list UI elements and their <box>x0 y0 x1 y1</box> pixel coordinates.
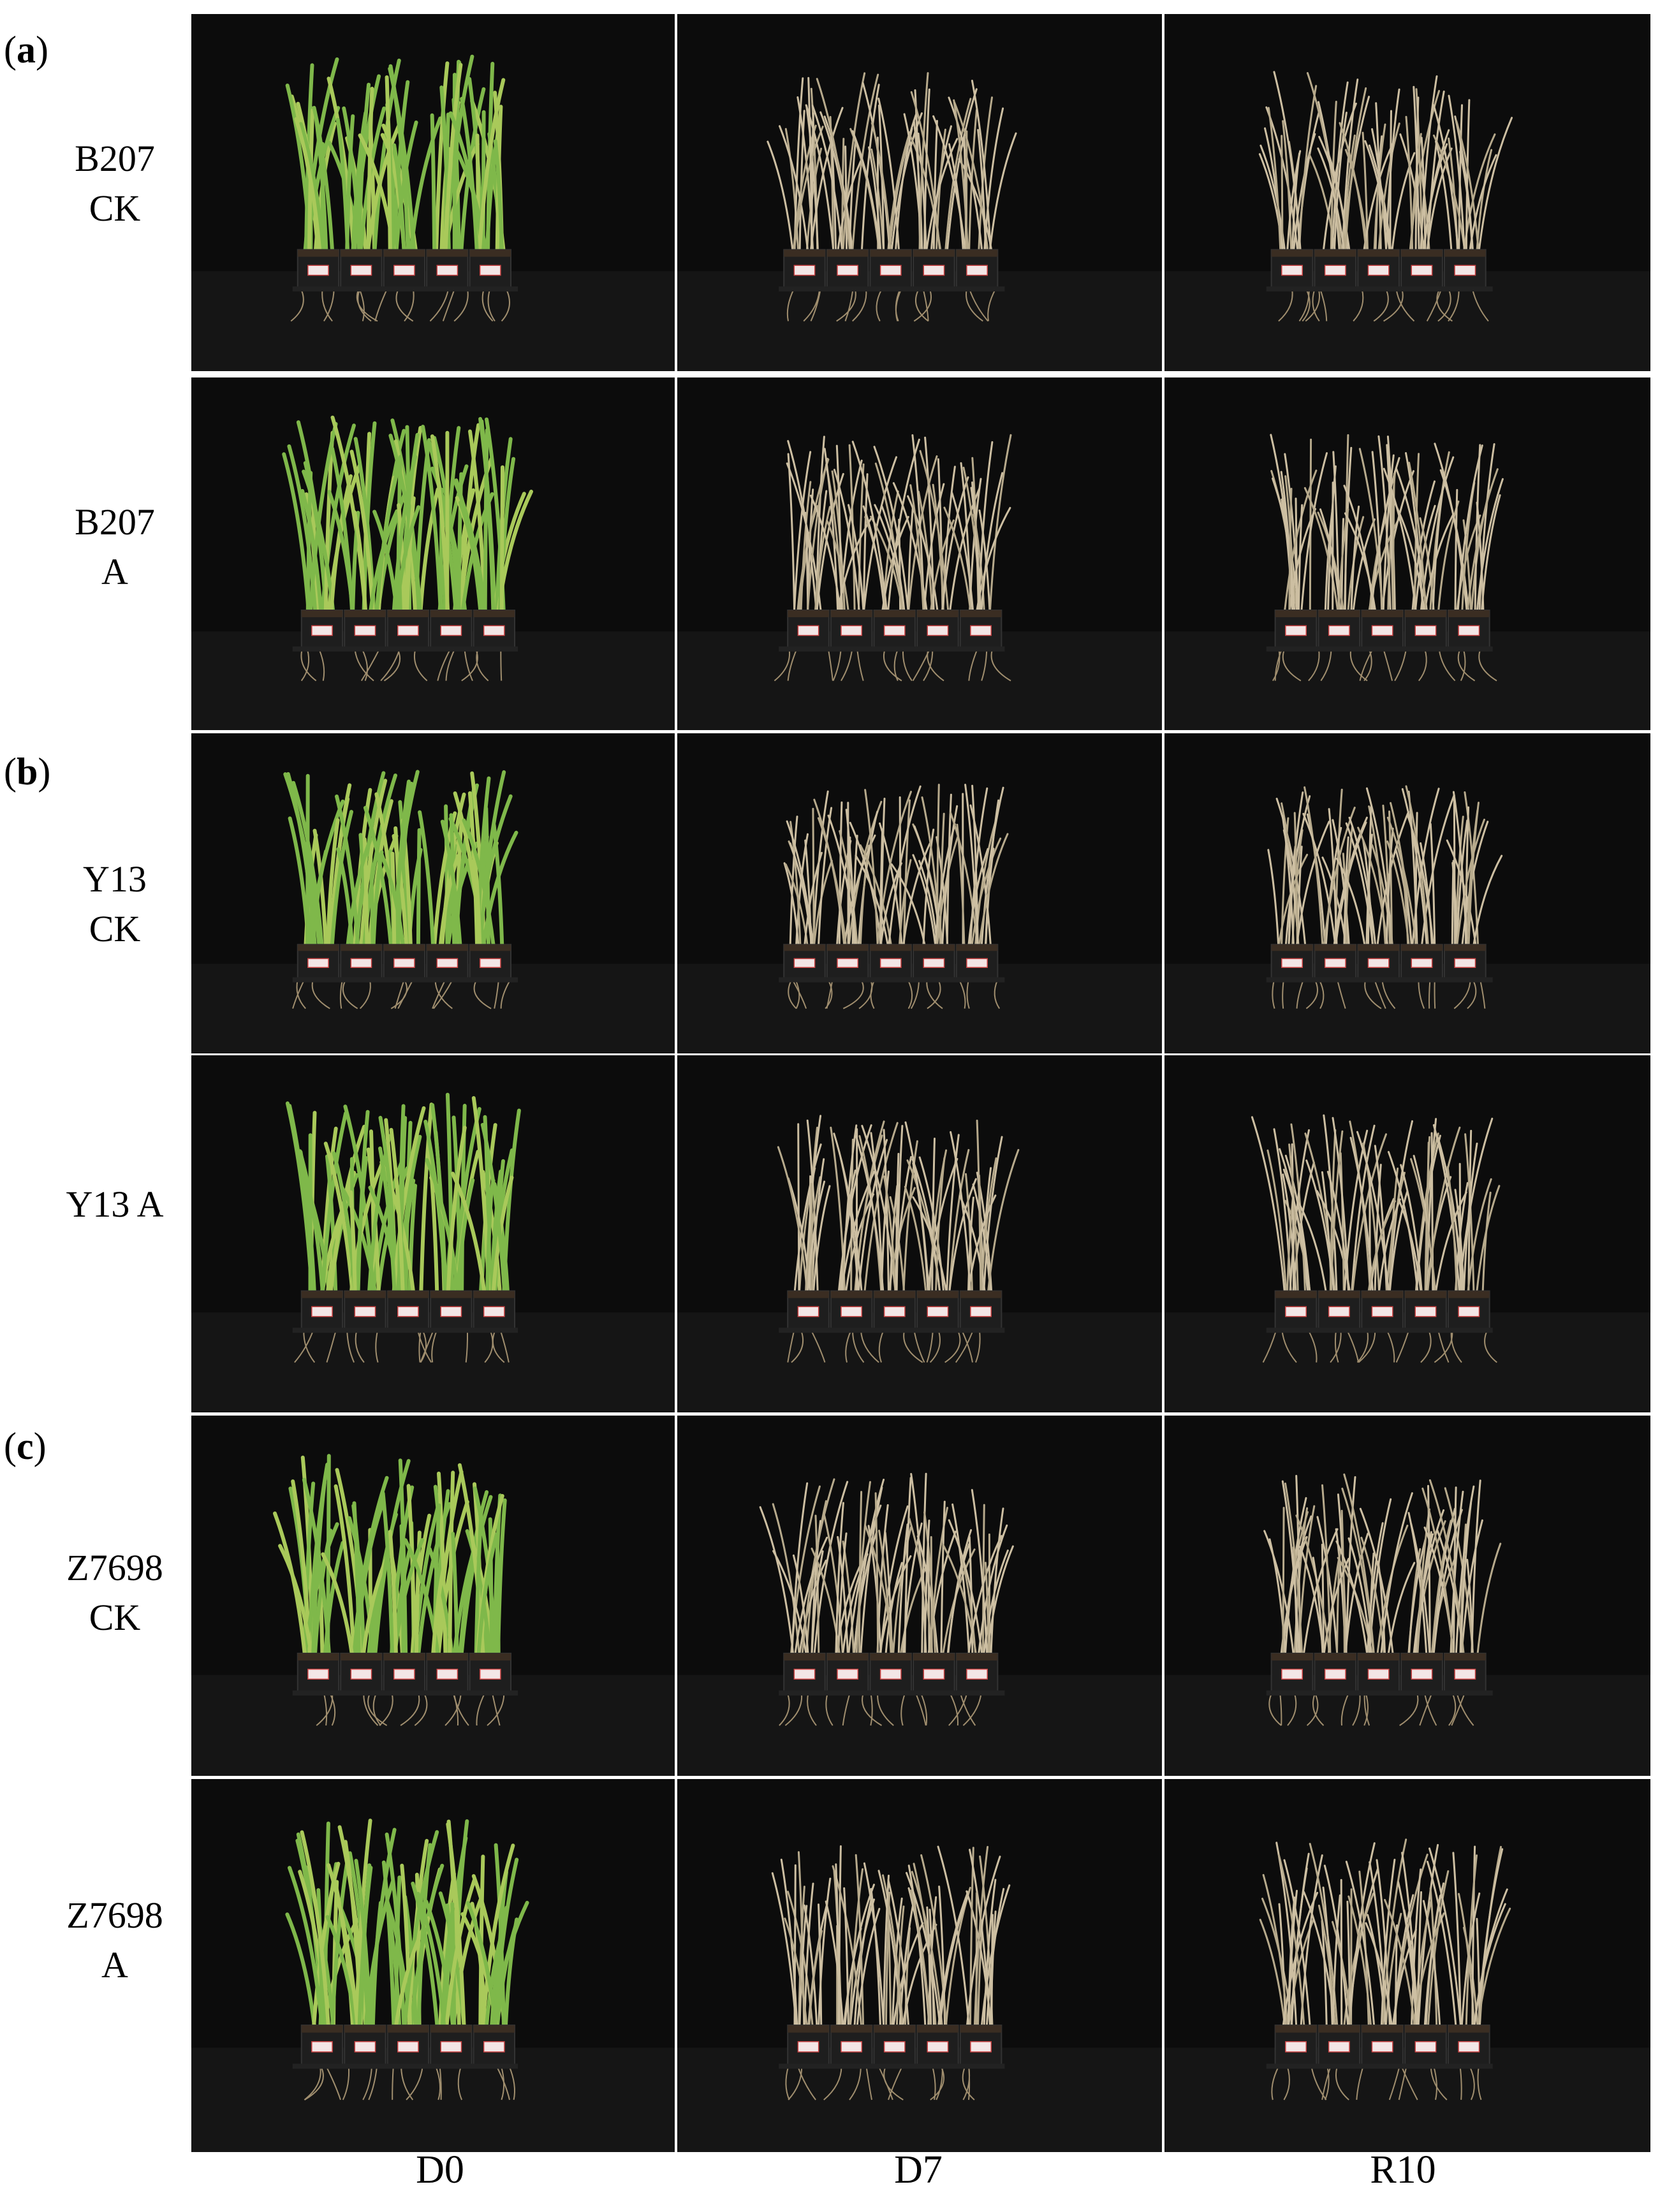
plant-photo-drawing <box>191 14 675 371</box>
plant-photo-drawing <box>1164 1055 1650 1412</box>
plant-photo-drawing <box>191 377 675 730</box>
photo-b207-ck-d0 <box>191 14 675 371</box>
photo-b207-ck-r10 <box>1164 14 1650 371</box>
photo-y13-a-d7 <box>677 1055 1162 1412</box>
plant-photo-drawing <box>1164 14 1650 371</box>
column-label-d0: D0 <box>416 2148 464 2192</box>
row-label-y13-a: Y13 A <box>66 1183 164 1225</box>
photo-b207-a-d0 <box>191 377 675 730</box>
plant-photo-drawing <box>677 1779 1162 2152</box>
photo-b207-ck-d7 <box>677 14 1162 371</box>
plant-photo-drawing <box>677 733 1162 1053</box>
photo-y13-ck-r10 <box>1164 733 1650 1053</box>
photo-z7698-ck-d0 <box>191 1416 675 1776</box>
photo-y13-ck-d0 <box>191 733 675 1053</box>
plant-photo-drawing <box>1164 377 1650 730</box>
plant-photo-drawing <box>1164 733 1650 1053</box>
column-label-r10: R10 <box>1370 2148 1436 2192</box>
plant-photo-drawing <box>677 1055 1162 1412</box>
photo-z7698-ck-d7 <box>677 1416 1162 1776</box>
photo-b207-a-r10 <box>1164 377 1650 730</box>
plant-photo-drawing <box>677 1416 1162 1776</box>
photo-z7698-ck-r10 <box>1164 1416 1650 1776</box>
column-label-d7: D7 <box>894 2148 943 2192</box>
photo-z7698-a-d0 <box>191 1779 675 2152</box>
photo-b207-a-d7 <box>677 377 1162 730</box>
panel-label-a: (a) <box>4 29 48 71</box>
row-label-y13-ck: Y13 CK <box>83 858 147 949</box>
plant-photo-drawing <box>191 1416 675 1776</box>
panel-label-c: (c) <box>4 1425 47 1467</box>
plant-photo-drawing <box>191 733 675 1053</box>
photo-z7698-a-d7 <box>677 1779 1162 2152</box>
plant-photo-drawing <box>677 14 1162 371</box>
photo-y13-ck-d7 <box>677 733 1162 1053</box>
row-label-b207-ck: B207 CK <box>75 138 155 229</box>
plant-photo-drawing <box>191 1055 675 1412</box>
row-label-b207-a: B207 A <box>75 501 155 592</box>
photo-z7698-a-r10 <box>1164 1779 1650 2152</box>
row-label-z7698-ck: Z7698 CK <box>66 1547 163 1638</box>
panel-label-b: (b) <box>4 751 51 793</box>
plant-photo-drawing <box>1164 1416 1650 1776</box>
photo-y13-a-d0 <box>191 1055 675 1412</box>
plant-photo-drawing <box>1164 1779 1650 2152</box>
plant-photo-drawing <box>677 377 1162 730</box>
row-label-z7698-a: Z7698 A <box>66 1894 163 1986</box>
plant-photo-drawing <box>191 1779 675 2152</box>
photo-y13-a-r10 <box>1164 1055 1650 1412</box>
